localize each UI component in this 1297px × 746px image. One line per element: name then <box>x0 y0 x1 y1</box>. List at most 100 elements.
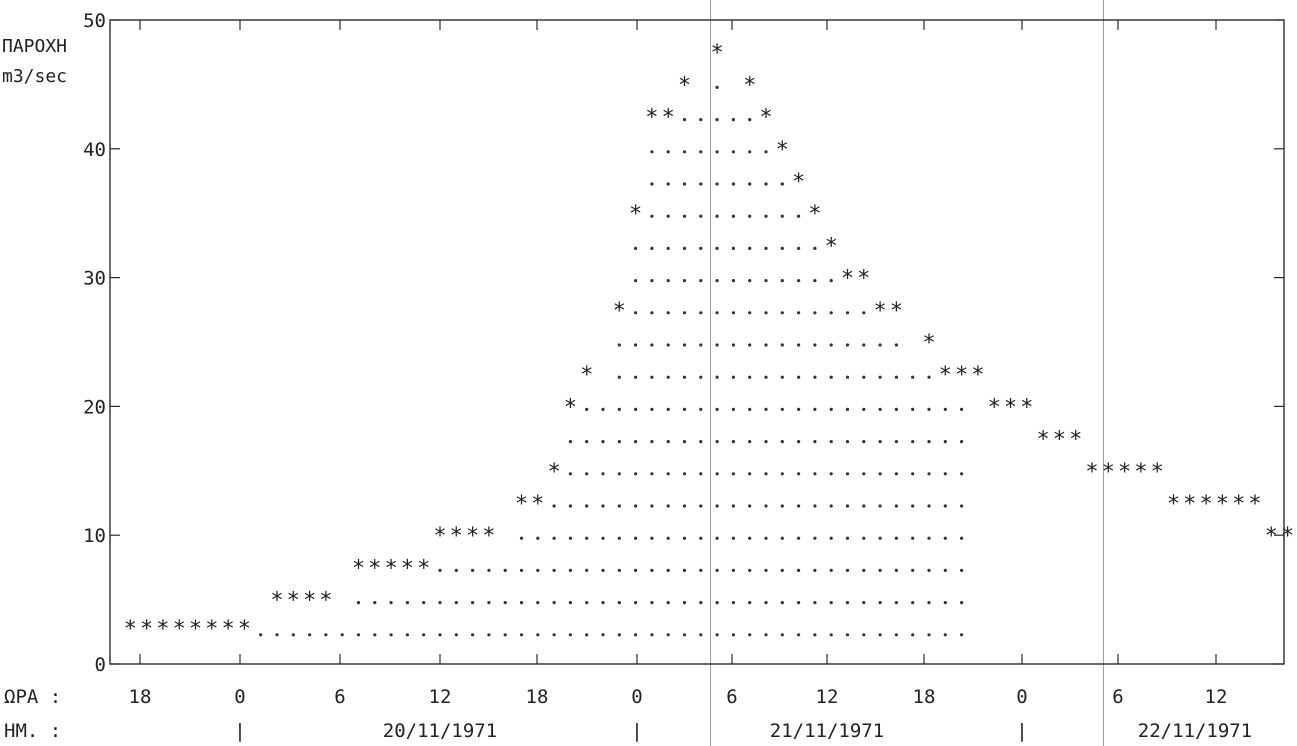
fill-dot <box>878 633 882 637</box>
fill-dot <box>699 536 703 540</box>
hour-tick-label: 0 <box>631 686 642 708</box>
fill-dot <box>960 472 964 476</box>
day-separator-lines <box>710 0 1104 746</box>
fill-dot <box>634 504 638 508</box>
y-tick-label: 0 <box>95 654 106 676</box>
y-tick-label: 50 <box>83 10 106 32</box>
fill-dot <box>617 568 621 573</box>
fill-dot <box>878 504 882 508</box>
fill-dot <box>894 601 899 605</box>
hour-tick-label: 18 <box>913 686 936 708</box>
fill-dot <box>715 375 719 379</box>
fill-dot <box>699 150 703 154</box>
discharge-point: * <box>955 363 968 388</box>
fill-dot <box>699 214 703 218</box>
fill-dot <box>845 407 850 411</box>
fill-dot <box>960 601 964 605</box>
fill-dot <box>699 601 703 605</box>
fill-dot <box>894 504 899 508</box>
hour-row-label: ΩΡΑ : <box>4 686 61 708</box>
fill-dot <box>894 407 899 411</box>
fill-dot <box>715 246 719 250</box>
fill-dot <box>764 375 768 379</box>
fill-dot <box>731 118 736 122</box>
fill-dot <box>764 343 768 347</box>
fill-dot <box>568 504 573 508</box>
fill-dot <box>764 407 768 411</box>
discharge-point: * <box>1232 492 1245 517</box>
fill-dot <box>780 214 784 218</box>
fill-dot <box>699 568 703 573</box>
fill-dot <box>487 601 491 605</box>
fill-dot <box>927 601 931 605</box>
fill-dot <box>422 601 426 605</box>
fill-dot <box>878 601 882 605</box>
fill-dot <box>699 182 703 186</box>
fill-dot <box>731 311 736 315</box>
fill-dot <box>601 407 605 411</box>
fill-dot <box>715 343 719 347</box>
fill-dot <box>585 536 589 540</box>
day-boundary-mark: | <box>234 720 245 742</box>
fill-dot <box>862 601 866 605</box>
fill-dot <box>634 311 638 315</box>
fill-dot <box>682 279 687 283</box>
fill-dot <box>911 375 915 379</box>
fill-dot <box>878 375 882 379</box>
fill-dot <box>894 633 899 637</box>
discharge-point: * <box>629 202 642 227</box>
fill-dot <box>389 633 393 637</box>
hour-tick-label: 18 <box>526 686 549 708</box>
discharge-point: * <box>710 41 723 66</box>
fill-dot <box>650 633 654 637</box>
fill-dot <box>862 343 866 347</box>
fill-dot <box>960 440 964 444</box>
discharge-point: * <box>547 460 560 485</box>
fill-dot <box>731 536 736 540</box>
fill-dot <box>960 504 964 508</box>
fill-dot <box>715 504 719 508</box>
fill-dot <box>764 311 768 315</box>
fill-dot <box>666 472 670 476</box>
fill-dot <box>666 536 670 540</box>
y-tick-labels: 0 10 20 30 40 50 <box>83 10 106 676</box>
fill-dot <box>780 246 784 250</box>
fill-dot <box>813 504 817 508</box>
discharge-point: * <box>1020 395 1033 420</box>
fill-dot <box>927 504 931 508</box>
discharge-point: * <box>890 299 903 324</box>
fill-dot <box>813 343 817 347</box>
fill-dots <box>259 85 964 637</box>
fill-dot <box>519 633 524 637</box>
fill-dot <box>911 440 915 444</box>
fill-dot <box>650 440 654 444</box>
discharge-point: * <box>825 234 838 259</box>
fill-dot <box>601 601 605 605</box>
fill-dot <box>943 568 947 573</box>
fill-dot <box>731 504 736 508</box>
fill-dot <box>813 601 817 605</box>
fill-dot <box>682 568 687 573</box>
fill-dot <box>911 536 915 540</box>
fill-dot <box>454 601 458 605</box>
fill-dot <box>927 472 931 476</box>
fill-dot <box>731 407 736 411</box>
fill-dot <box>666 375 670 379</box>
fill-dot <box>405 601 409 605</box>
fill-dot <box>845 375 850 379</box>
fill-dot <box>634 601 638 605</box>
fill-dot <box>650 504 654 508</box>
fill-dot <box>617 343 621 347</box>
fill-dot <box>731 150 736 154</box>
fill-dot <box>650 246 654 250</box>
fill-dot <box>764 182 768 186</box>
fill-dot <box>845 311 850 315</box>
discharge-point: * <box>531 492 544 517</box>
fill-dot <box>373 601 377 605</box>
fill-dot <box>634 375 638 379</box>
fill-dot <box>829 343 833 347</box>
discharge-point: * <box>1248 492 1261 517</box>
fill-dot <box>829 633 833 637</box>
fill-dot <box>829 311 833 315</box>
discharge-point: * <box>988 395 1001 420</box>
